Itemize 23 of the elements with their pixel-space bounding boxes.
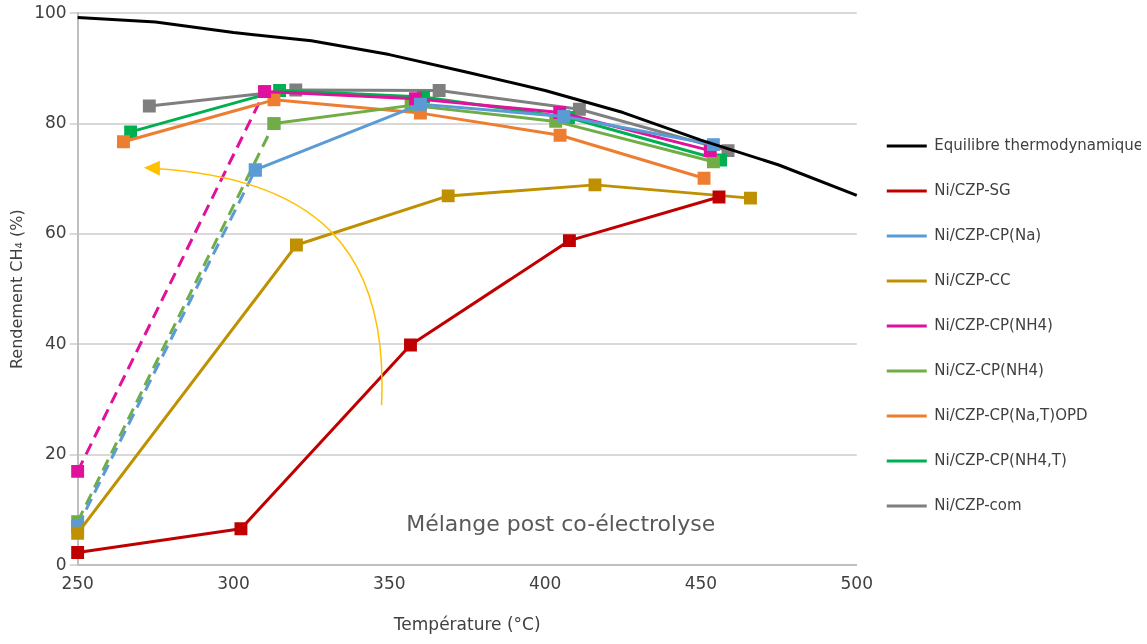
y-tick-label: 80 [45, 112, 67, 133]
x-tick-label: 450 [684, 572, 718, 593]
legend-label: Ni/CZP-com [934, 495, 1022, 514]
legend-label: Ni/CZ-CP(NH4) [934, 360, 1044, 379]
legend-label: Ni/CZP-SG [934, 180, 1011, 199]
y-tick-label: 20 [45, 443, 67, 464]
y-tick-label: 100 [34, 1, 67, 22]
y-axis-title: Rendement CH₄ (%) [6, 209, 26, 370]
legend-label: Ni/CZP-CP(NH4) [934, 315, 1053, 334]
legend-label: Ni/CZP-CC [934, 270, 1011, 289]
y-tick-label: 0 [55, 553, 67, 574]
legend-label: Ni/CZP-CP(Na,T)OPD [934, 405, 1088, 424]
x-tick-label: 500 [840, 572, 873, 593]
y-tick-label: 40 [45, 332, 67, 353]
x-tick-label: 300 [217, 572, 250, 593]
x-tick-label: 400 [528, 572, 562, 593]
x-tick-label: 250 [61, 572, 94, 593]
legend-label: Ni/CZP-CP(NH4,T) [934, 450, 1067, 469]
annotation: Mélange post co-électrolyse [406, 510, 716, 536]
legend-label: Ni/CZP-CP(Na) [934, 225, 1042, 244]
x-tick-label: 350 [373, 572, 406, 593]
y-tick-label: 60 [45, 222, 67, 243]
x-axis-title: Température (°C) [392, 614, 541, 635]
